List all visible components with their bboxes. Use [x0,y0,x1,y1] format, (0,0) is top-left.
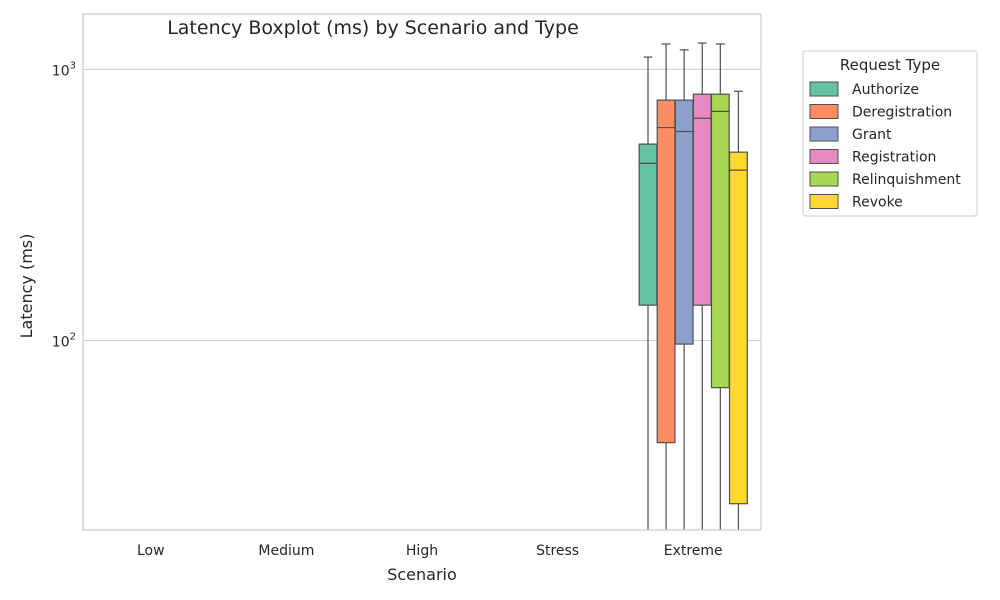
legend: Request Type Authorize Deregistration Gran… [802,50,978,217]
legend-swatch [809,171,839,187]
legend-label: Relinquishment [852,172,961,188]
y-tick-base: 10 [52,63,70,79]
y-axis-label: Latency (ms) [17,234,36,339]
legend-swatch [809,194,839,209]
legend-items: Authorize Deregistration Grant Registration… [809,81,961,211]
box-authorize [638,56,658,530]
chart-title: Latency Boxplot (ms) by Scenario and Typ… [167,17,579,39]
legend-label: Grant [852,127,892,143]
legend-label: Authorize [852,82,919,98]
y-tick-label: 102 [52,331,76,350]
y-tick-base: 10 [52,334,70,350]
plot-frame [82,13,762,531]
legend-title: Request Type [840,56,940,74]
box-relinquishment [710,43,730,530]
legend-item-grant: Grant [809,126,892,143]
x-tick-label: Stress [536,543,579,559]
legend-label: Revoke [852,195,903,211]
x-axis-label: Scenario [387,565,457,584]
legend-item-authorize: Authorize [809,81,919,98]
box-grant [674,49,694,530]
legend-frame [802,50,978,217]
legend-swatch [809,149,839,164]
y-tick-label: 103 [52,60,76,79]
legend-swatch [809,81,839,97]
iqr-box [728,151,748,505]
iqr-box [638,143,658,306]
box-revoke [728,90,748,530]
iqr-box [674,99,694,345]
legend-item-relinquishment: Relinquishment [809,171,961,188]
legend-item-registration: Registration [809,149,936,166]
x-tick-label: Medium [258,543,314,559]
box-layer [638,42,748,530]
legend-swatch [809,126,839,142]
y-tick-exponent: 2 [70,331,76,342]
legend-label: Deregistration [852,105,952,121]
legend-item-revoke: Revoke [809,194,903,211]
iqr-box [656,99,676,444]
legend-swatch [809,104,839,119]
x-tick-label: Low [137,543,165,559]
box-deregistration [656,43,676,530]
legend-label: Registration [852,150,936,166]
legend-item-deregistration: Deregistration [809,104,952,121]
box-registration [692,42,712,530]
x-tick-label: High [406,543,438,559]
x-tick-label: Extreme [664,543,723,559]
x-tick-labels: Low Medium High Stress Extreme [137,543,723,559]
iqr-box [692,93,712,306]
y-tick-exponent: 3 [70,60,76,71]
iqr-box [710,93,730,389]
